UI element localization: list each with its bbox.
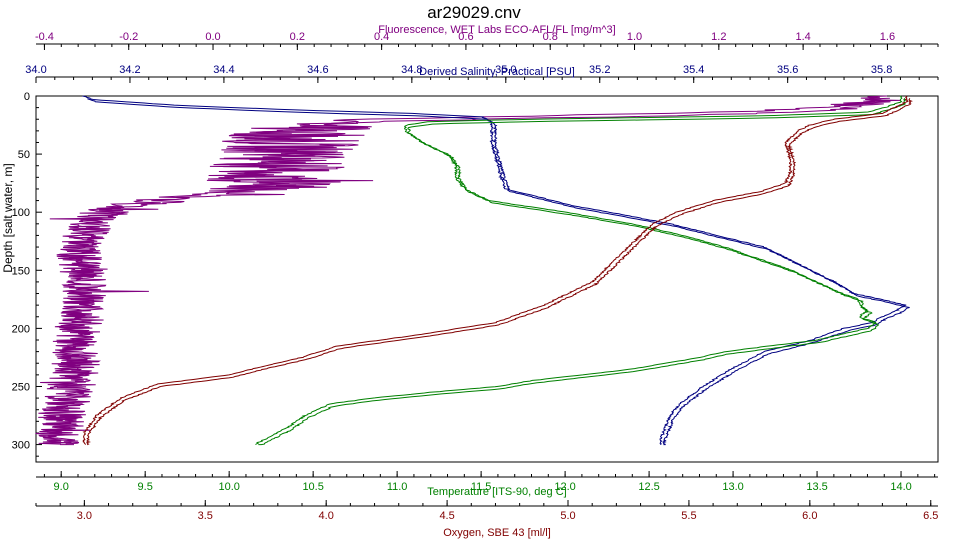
sal-tick-label: 34.6 (307, 64, 328, 76)
depth-tick-label: 0 (24, 91, 30, 103)
temp-tick-label: 14.0 (890, 481, 911, 493)
sal-profile-line (82, 95, 907, 445)
fluor-tick-label: -0.4 (35, 31, 54, 43)
temp-tick-label: 11.0 (387, 481, 408, 493)
oxy-tick-label: 3.0 (77, 510, 92, 522)
temp-tick-label: 10.5 (302, 481, 323, 493)
temp-tick-label: 12.0 (554, 481, 575, 493)
sal-axis-label: Derived Salinity, Practical [PSU] (419, 66, 575, 78)
temp-tick-label: 9.0 (54, 481, 69, 493)
oxy-profile-line (82, 95, 909, 445)
fluor-tick-label: -0.2 (119, 31, 138, 43)
fluor-tick-label: 1.6 (880, 31, 895, 43)
sal-tick-label: 35.8 (871, 64, 892, 76)
fluor-tick-label: 1.2 (711, 31, 726, 43)
sal-tick-label: 35.4 (683, 64, 704, 76)
depth-axis: 0 50 100 150 200 250 300 (12, 91, 42, 457)
depth-tick-label: 200 (12, 323, 30, 335)
fluor-tick-label: 1.4 (795, 31, 810, 43)
oxy-tick-label: 4.0 (319, 510, 334, 522)
sal-tick-label: 35.0 (495, 64, 516, 76)
sal-tick-label: 34.2 (119, 64, 140, 76)
temp-tick-label: 10.0 (218, 481, 239, 493)
temp-tick-label: 11.5 (471, 481, 492, 493)
temp-tick-label: 9.5 (138, 481, 153, 493)
temp-tick-label: 12.5 (638, 481, 659, 493)
temp-profile-line (258, 98, 907, 446)
fluor-tick-label: 0.0 (205, 31, 220, 43)
temp-profile-line (255, 95, 903, 445)
series-layer (35, 95, 913, 446)
fluor-profile-line (38, 97, 901, 446)
oxy-tick-label: 5.5 (681, 510, 696, 522)
depth-tick-label: 150 (12, 265, 30, 277)
bottom-axes: 9.0 9.5 10.0 10.5 11.0 11.5 12.0 12.5 13.0 13.5 14… (35, 471, 938, 539)
sal-tick-label: 34.4 (213, 64, 234, 76)
fluor-tick-label: 0.6 (458, 31, 473, 43)
depth-tick-label: 100 (12, 207, 30, 219)
sal-tick-label: 34.8 (401, 64, 422, 76)
temp-axis-label: Temperature [ITS-90, deg C] (427, 486, 566, 498)
depth-axis-label: Depth [salt water, m] (1, 163, 15, 272)
oxy-tick-label: 4.5 (439, 510, 454, 522)
chart-title: ar29029.cnv (427, 3, 521, 22)
oxy-tick-label: 6.5 (923, 510, 938, 522)
depth-tick-label: 50 (18, 149, 30, 161)
fluor-tick-label: 0.2 (290, 31, 305, 43)
oxy-tick-label: 6.0 (802, 510, 817, 522)
temp-tick-label: 13.0 (722, 481, 743, 493)
temp-tick-label: 13.5 (806, 481, 827, 493)
sal-profile-line (87, 98, 910, 446)
fluor-tick-label: 0.8 (543, 31, 558, 43)
depth-tick-label: 300 (12, 440, 30, 452)
top-axes: -0.4 -0.2 0.0 0.2 0.4 0.6 0.8 1.0 1.2 1.4 1.6 Fluor… (25, 24, 939, 83)
sal-tick-label: 34.0 (25, 64, 46, 76)
fluor-tick-label: 0.4 (374, 31, 389, 43)
sal-tick-label: 35.6 (777, 64, 798, 76)
oxy-tick-label: 5.0 (560, 510, 575, 522)
oxy-profile-line (86, 98, 913, 446)
fluor-axis-label: Fluorescence, WET Labs ECO-AFL/FL [mg/m^… (378, 24, 615, 36)
sal-tick-label: 35.2 (589, 64, 610, 76)
fluor-tick-label: 1.0 (627, 31, 642, 43)
oxy-tick-label: 3.5 (198, 510, 213, 522)
depth-tick-label: 250 (12, 381, 30, 393)
oxy-axis-label: Oxygen, SBE 43 [ml/l] (443, 527, 551, 539)
plot-area-frame (35, 95, 939, 463)
